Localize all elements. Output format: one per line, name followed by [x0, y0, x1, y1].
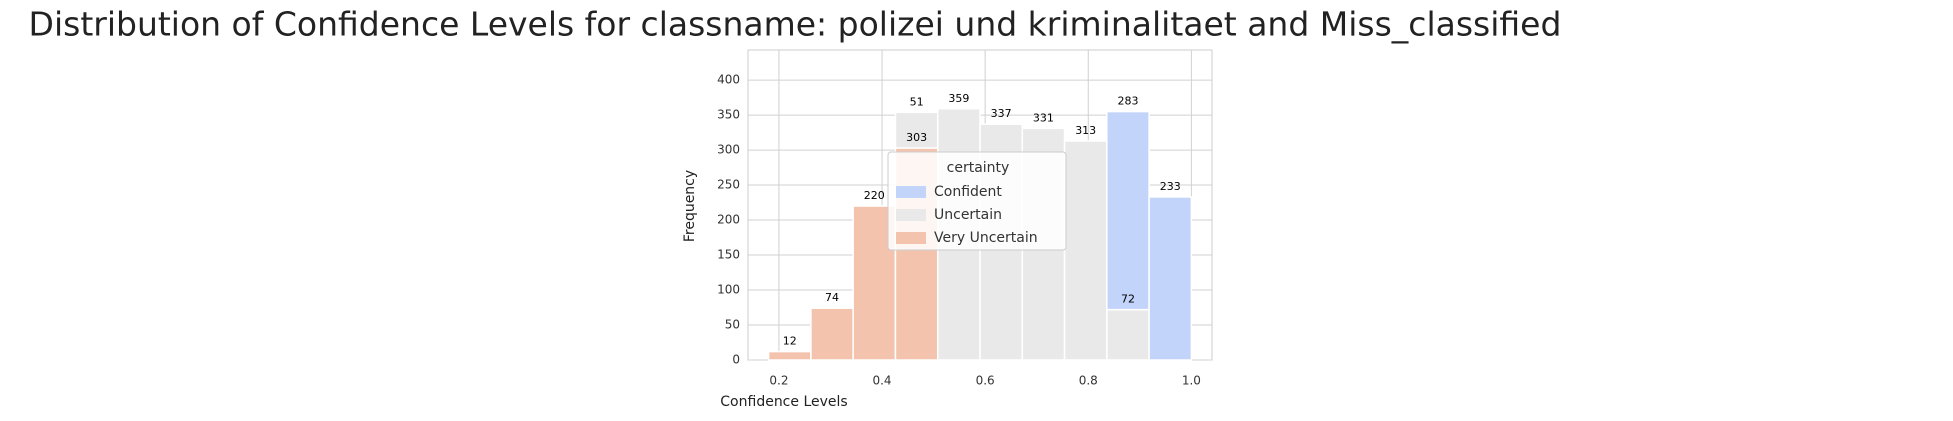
- chart-title: Distribution of Confidence Levels for cl…: [29, 5, 1562, 44]
- legend-box: [887, 151, 1067, 251]
- value-label: 303: [906, 131, 927, 144]
- legend-label: Very Uncertain: [934, 230, 1038, 246]
- value-label: 337: [991, 107, 1012, 120]
- y-tick-label: 100: [717, 283, 740, 297]
- value-label: 12: [783, 335, 797, 348]
- bar: [1063, 140, 1108, 361]
- x-tick-label: 0.6: [976, 374, 995, 388]
- value-label: 283: [1117, 95, 1138, 108]
- value-label: 233: [1160, 180, 1181, 193]
- y-tick-label: 350: [717, 108, 740, 122]
- value-label: 74: [825, 291, 839, 304]
- legend-label: Uncertain: [934, 207, 1002, 223]
- legend-title: certainty: [947, 160, 1010, 176]
- value-label: 72: [1121, 293, 1135, 306]
- bar: [1106, 110, 1150, 311]
- y-tick-label: 50: [725, 318, 740, 332]
- y-tick-label: 300: [717, 143, 740, 157]
- x-tick-label: 0.8: [1079, 374, 1098, 388]
- bar: [1148, 196, 1193, 361]
- x-tick-label: 0.2: [769, 374, 788, 388]
- value-label: 359: [948, 92, 969, 105]
- x-tick-label: 0.4: [872, 374, 891, 388]
- bar: [810, 307, 854, 361]
- legend-label: Confident: [934, 184, 1002, 200]
- y-tick-label: 0: [732, 353, 740, 367]
- x-tick-label: 1.0: [1182, 374, 1201, 388]
- y-tick-label: 400: [717, 73, 740, 87]
- value-label: 313: [1075, 124, 1096, 137]
- legend-swatch: [896, 232, 926, 244]
- legend-swatch: [896, 209, 926, 221]
- bar: [1106, 308, 1150, 361]
- y-tick-label: 150: [717, 248, 740, 262]
- bar: [767, 350, 812, 361]
- value-label: 51: [910, 95, 924, 108]
- value-label: 220: [864, 189, 885, 202]
- legend-swatch: [896, 186, 926, 198]
- y-tick-label: 200: [717, 213, 740, 227]
- y-axis-label: Frequency: [682, 170, 698, 242]
- y-tick-label: 250: [717, 178, 740, 192]
- value-label: 331: [1033, 111, 1054, 124]
- x-axis-label: Confidence Levels: [720, 394, 847, 410]
